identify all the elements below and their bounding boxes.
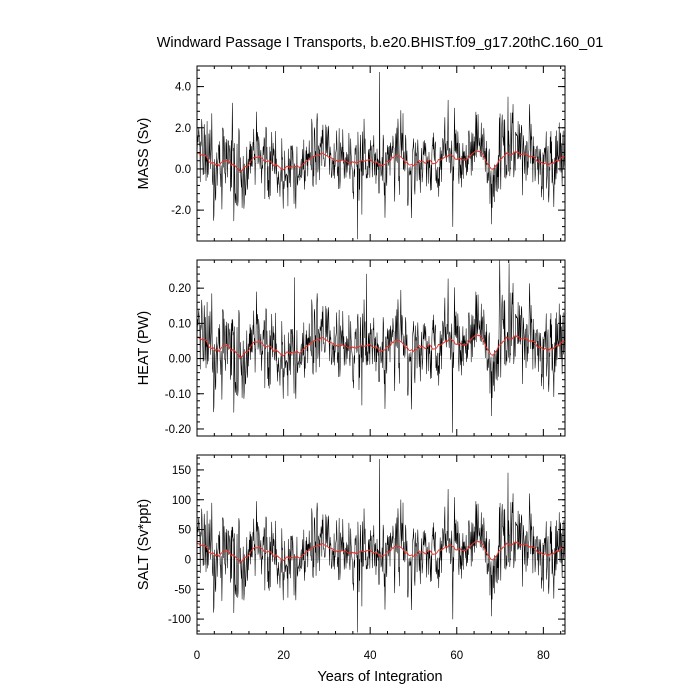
y-tick-label: 50 xyxy=(178,525,191,537)
plot-frame xyxy=(196,454,566,635)
panels: -2.0 0.0 2.0 4.0 MASS (Sv) -0.20 -0.10 0.00 0.10… xyxy=(136,65,566,662)
y-axis-label: HEAT (PW) xyxy=(136,311,152,385)
x-axis-label: Years of Integration xyxy=(317,669,442,685)
smoothed-series-line xyxy=(196,150,565,172)
x-tick-label: 0 xyxy=(194,650,200,662)
y-axis-label: MASS (Sv) xyxy=(136,118,152,190)
y-tick-label: 150 xyxy=(172,465,191,477)
panel-1: -2.0 0.0 2.0 4.0 MASS (Sv) xyxy=(136,65,566,242)
y-tick-label: -2.0 xyxy=(171,205,191,217)
x-tick-label: 80 xyxy=(537,650,550,662)
y-tick-label: 0 xyxy=(185,554,191,566)
y-tick-label: -100 xyxy=(168,614,191,626)
x-tick-label: 20 xyxy=(277,650,290,662)
raw-series-line xyxy=(196,259,565,433)
plot-frame xyxy=(196,65,566,242)
panel-3: -100 -50 0 50 100 150 SALT (Sv*ppt) xyxy=(136,454,566,635)
y-tick-label: -0.20 xyxy=(165,424,191,436)
raw-series-line xyxy=(196,71,565,240)
y-tick-label: 0.00 xyxy=(169,354,191,366)
figure-title: Windward Passage I Transports, b.e20.BHI… xyxy=(157,35,604,51)
x-tick-label: 40 xyxy=(364,650,377,662)
smoothed-series-line xyxy=(196,334,565,358)
y-tick-label: 0.20 xyxy=(169,283,191,295)
y-tick-label: -0.10 xyxy=(165,389,191,401)
x-tick-label: 60 xyxy=(450,650,463,662)
y-axis-label: SALT (Sv*ppt) xyxy=(136,499,152,590)
y-tick-label: 2.0 xyxy=(175,123,191,135)
y-tick-label: 0.10 xyxy=(169,318,191,330)
smoothed-series-line xyxy=(196,540,565,563)
plot-frame xyxy=(196,259,566,437)
raw-series-line xyxy=(196,458,565,633)
y-tick-label: -50 xyxy=(174,584,191,596)
panel-2: -0.20 -0.10 0.00 0.10 0.20 HEAT (PW) xyxy=(136,259,566,437)
y-tick-label: 0.0 xyxy=(175,164,191,176)
y-tick-label: 4.0 xyxy=(175,82,191,94)
y-tick-label: 100 xyxy=(172,495,191,507)
